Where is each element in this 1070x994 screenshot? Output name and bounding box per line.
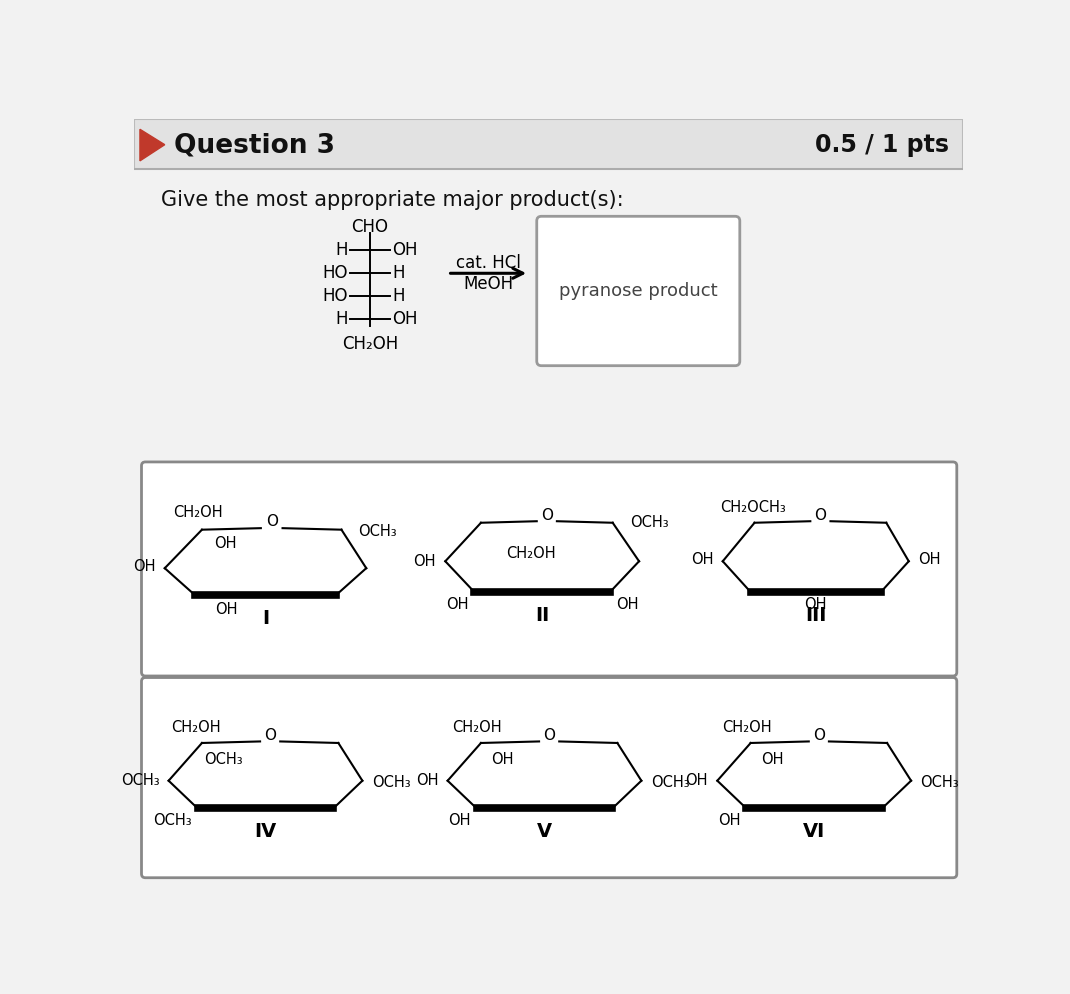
Text: OCH₃: OCH₃ (121, 773, 159, 788)
Text: O: O (544, 728, 555, 743)
Text: 0.5 / 1 pts: 0.5 / 1 pts (815, 133, 949, 157)
Text: IV: IV (255, 822, 277, 841)
Text: OCH₃: OCH₃ (630, 515, 669, 530)
Text: OCH₃: OCH₃ (651, 774, 689, 790)
FancyBboxPatch shape (134, 119, 963, 169)
FancyBboxPatch shape (141, 462, 957, 676)
Text: OH: OH (413, 554, 435, 569)
Text: III: III (805, 605, 826, 624)
Text: OCH₃: OCH₃ (358, 524, 397, 539)
FancyBboxPatch shape (141, 678, 957, 878)
Text: H: H (393, 264, 406, 282)
Text: CH₂OH: CH₂OH (342, 335, 398, 353)
Text: OH: OH (616, 596, 639, 612)
Text: CH₂OCH₃: CH₂OCH₃ (720, 500, 785, 515)
Text: CH₂OH: CH₂OH (173, 505, 223, 520)
Text: O: O (264, 728, 276, 743)
Text: H: H (393, 287, 406, 305)
Text: O: O (265, 515, 278, 530)
Text: OH: OH (393, 242, 418, 259)
Text: O: O (813, 728, 825, 743)
Text: pyranose product: pyranose product (559, 282, 718, 300)
Text: HO: HO (322, 287, 348, 305)
Text: OH: OH (761, 752, 783, 767)
Text: OH: OH (416, 773, 439, 788)
Polygon shape (140, 129, 165, 161)
Text: OH: OH (686, 773, 708, 788)
Text: OH: OH (133, 560, 155, 575)
Text: OH: OH (446, 596, 469, 612)
Text: V: V (537, 822, 552, 841)
Text: CHO: CHO (352, 218, 388, 237)
Text: OCH₃: OCH₃ (153, 813, 192, 828)
Text: OCH₃: OCH₃ (204, 752, 243, 767)
Text: VI: VI (804, 822, 825, 841)
Text: MeOH: MeOH (463, 275, 514, 293)
Text: OH: OH (214, 536, 236, 551)
Text: II: II (535, 605, 549, 624)
Text: H: H (335, 242, 348, 259)
Text: H: H (335, 310, 348, 328)
Text: OH: OH (393, 310, 418, 328)
Text: cat. HCl: cat. HCl (456, 253, 521, 271)
Text: CH₂OH: CH₂OH (453, 720, 502, 736)
Text: O: O (540, 508, 553, 523)
Text: O: O (814, 508, 826, 523)
Text: OH: OH (448, 813, 471, 828)
Text: OCH₃: OCH₃ (920, 774, 959, 790)
Text: OH: OH (691, 553, 714, 568)
Text: CH₂OH: CH₂OH (171, 720, 220, 736)
Text: OH: OH (215, 601, 238, 616)
Text: OH: OH (805, 596, 827, 612)
Text: I: I (262, 608, 269, 628)
Text: Give the most appropriate major product(s):: Give the most appropriate major product(… (160, 190, 624, 210)
Text: CH₂OH: CH₂OH (722, 720, 771, 736)
Text: OCH₃: OCH₃ (371, 774, 410, 790)
Text: Question 3: Question 3 (174, 132, 335, 158)
Text: HO: HO (322, 264, 348, 282)
FancyBboxPatch shape (537, 217, 739, 366)
Text: OH: OH (491, 752, 514, 767)
Text: OH: OH (918, 553, 941, 568)
Text: CH₂OH: CH₂OH (506, 546, 555, 561)
Text: OH: OH (718, 813, 740, 828)
